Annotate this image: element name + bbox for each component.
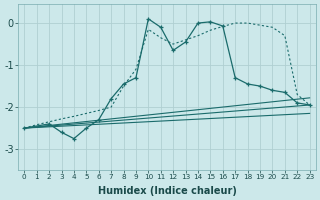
X-axis label: Humidex (Indice chaleur): Humidex (Indice chaleur) bbox=[98, 186, 236, 196]
